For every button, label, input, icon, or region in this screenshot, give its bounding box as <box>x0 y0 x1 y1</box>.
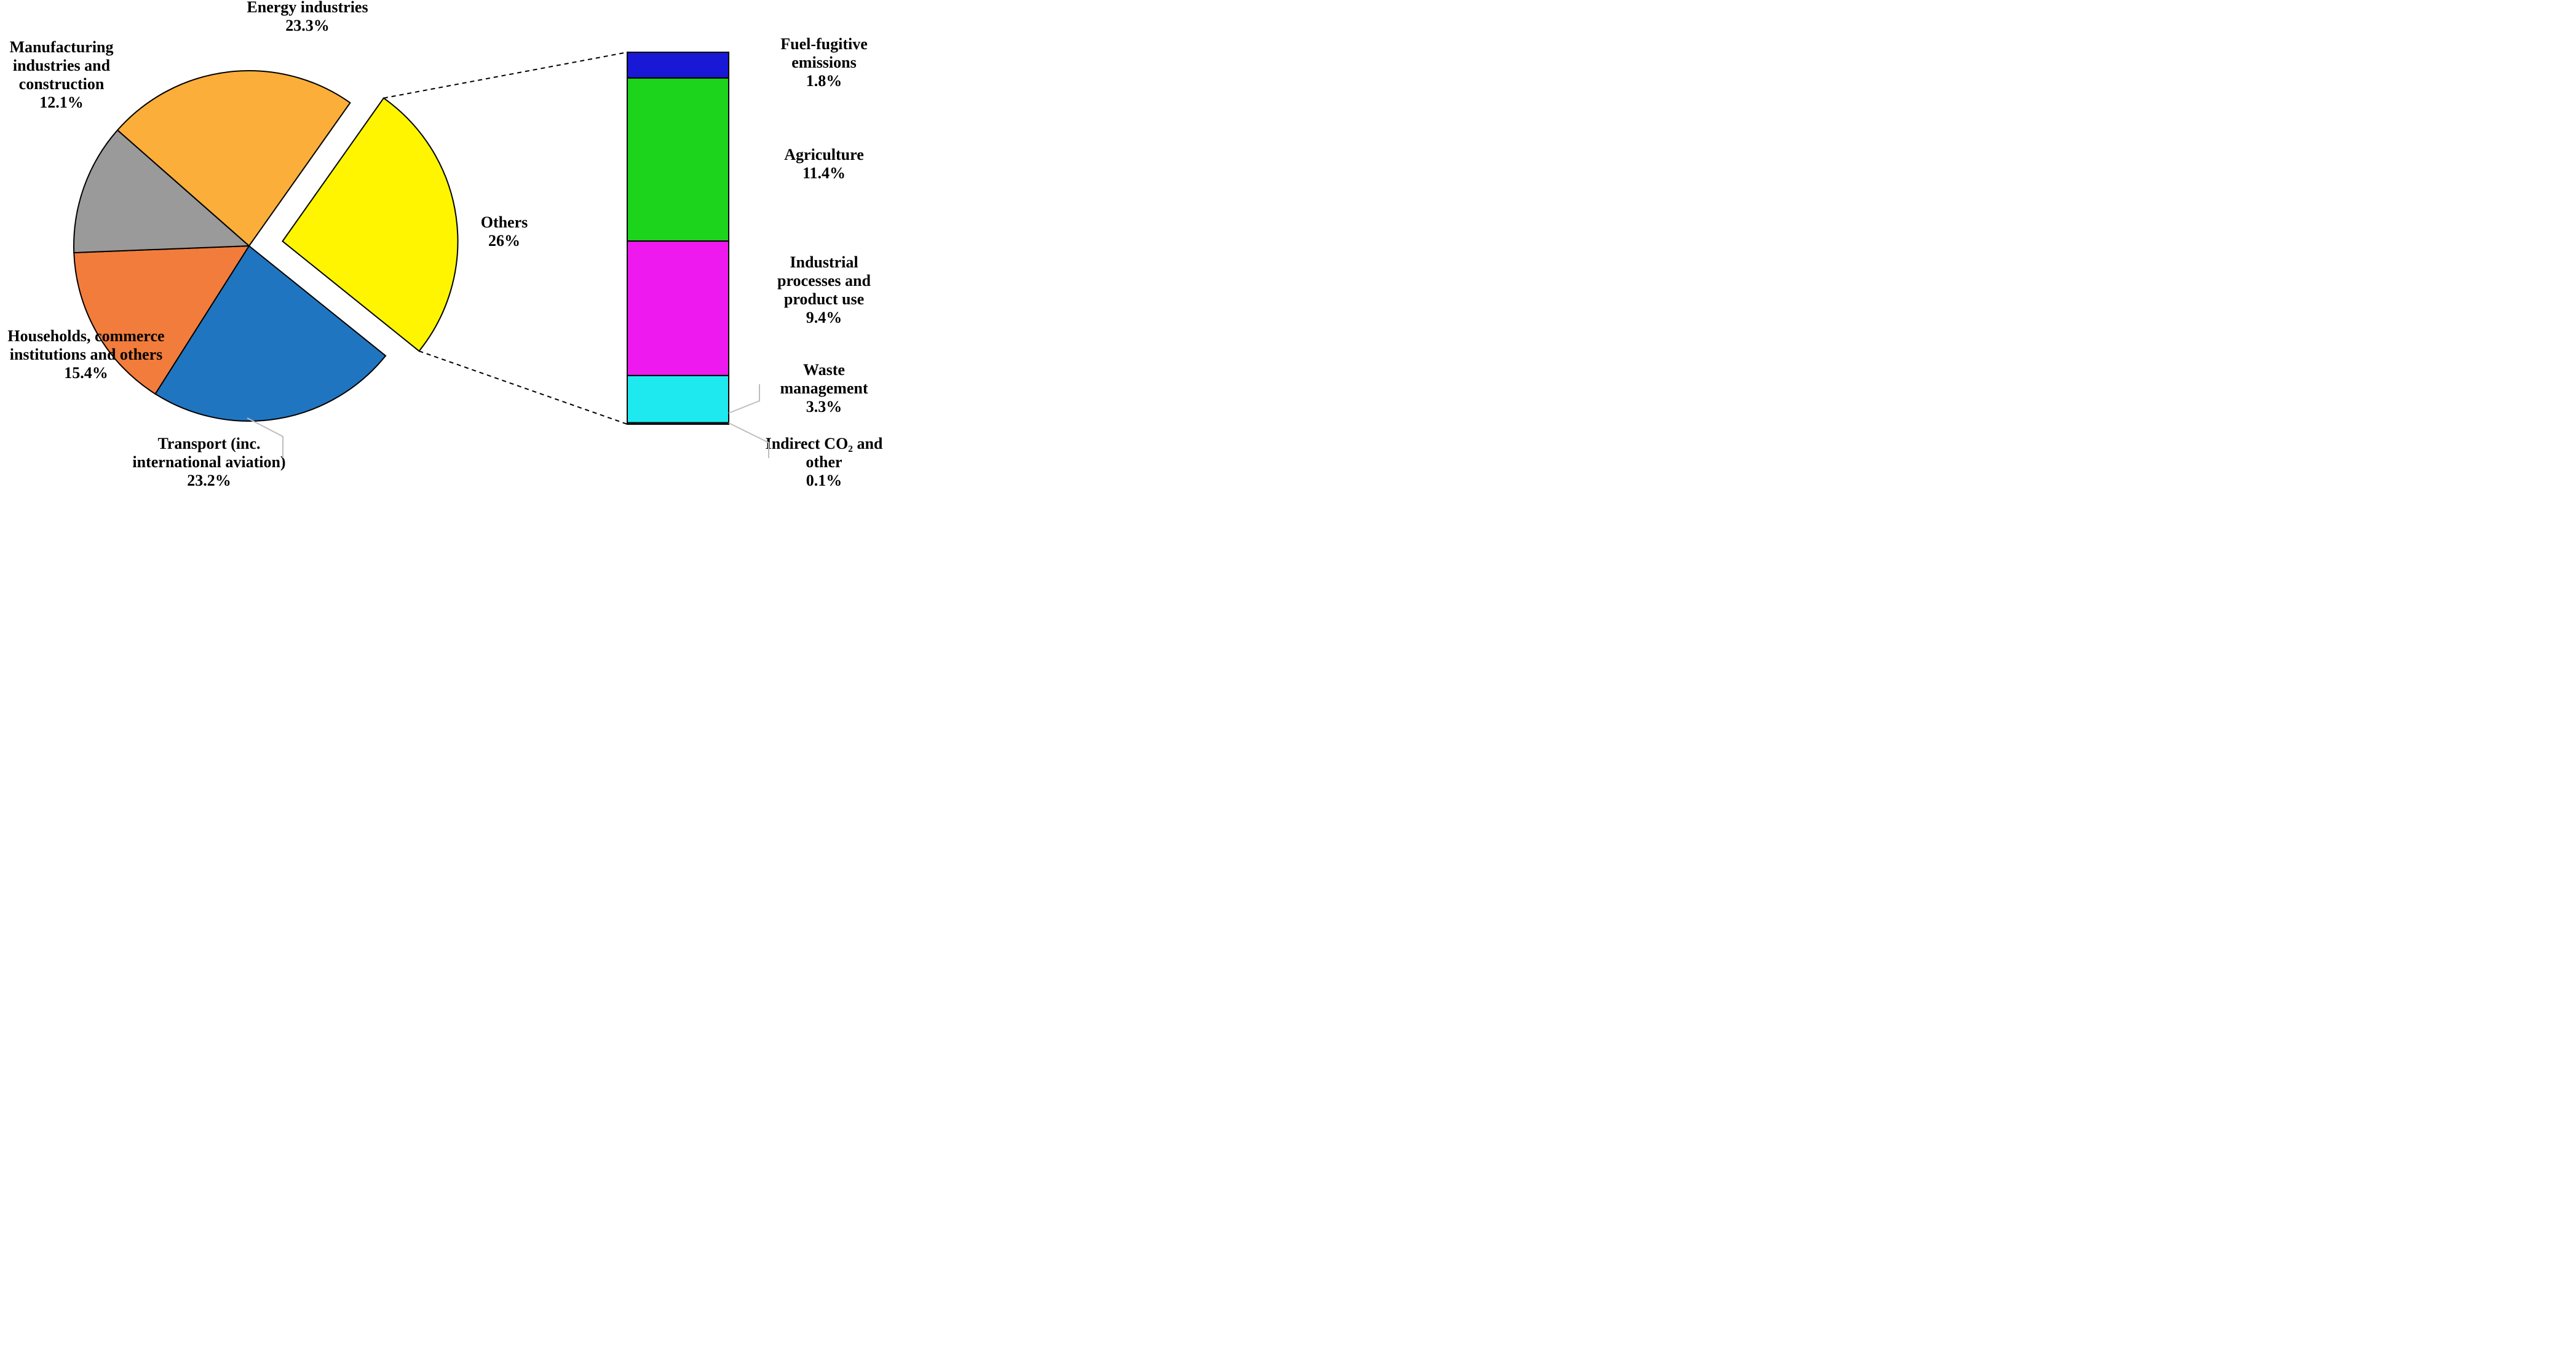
chart-label: 26% <box>488 232 520 250</box>
leader-line <box>729 384 759 413</box>
chart-label: construction <box>19 75 105 93</box>
chart-label: 0.1% <box>806 472 842 489</box>
chart-label: 11.4% <box>803 164 846 182</box>
chart-label: Transport (inc. <box>157 435 260 452</box>
chart-label: Industrial <box>790 253 858 271</box>
chart-label: 9.4% <box>806 309 842 326</box>
chart-label: Waste <box>803 361 845 379</box>
chart-label: 3.3% <box>806 398 842 416</box>
chart-label: Households, commerce <box>7 327 164 345</box>
breakout-bar <box>627 52 729 424</box>
chart-label: industries and <box>13 57 111 74</box>
bar-segment-industrial <box>627 241 729 376</box>
emissions-chart: Energy industries23.3% Others26% Transport… <box>0 0 953 510</box>
chart-label: Agriculture <box>784 146 864 164</box>
bar-segment-fuel_fugitive <box>627 52 729 78</box>
chart-label: Fuel-fugitive <box>780 35 868 53</box>
chart-label: Energy industries <box>247 0 368 16</box>
chart-label: management <box>780 379 868 397</box>
chart-label: product use <box>784 290 864 308</box>
chart-label: international aviation) <box>132 453 285 471</box>
leader-line <box>384 52 627 98</box>
chart-label: Others <box>481 213 528 231</box>
chart-label: Indirect CO₂ and <box>766 435 883 452</box>
leader-line <box>419 351 627 424</box>
chart-label: 15.4% <box>64 364 108 382</box>
leader-line <box>729 423 769 458</box>
pie-chart <box>74 71 458 421</box>
chart-label: Manufacturing <box>10 38 114 56</box>
chart-label: 12.1% <box>39 93 84 111</box>
chart-label: other <box>806 453 842 471</box>
chart-label: 23.3% <box>285 17 330 34</box>
bar-segment-waste <box>627 376 729 423</box>
chart-label: 1.8% <box>806 72 842 90</box>
chart-label: 23.2% <box>187 472 231 489</box>
bar-segment-agriculture <box>627 78 729 241</box>
chart-label: institutions and others <box>10 345 163 363</box>
chart-label: processes and <box>777 272 871 290</box>
chart-label: emissions <box>791 53 856 71</box>
